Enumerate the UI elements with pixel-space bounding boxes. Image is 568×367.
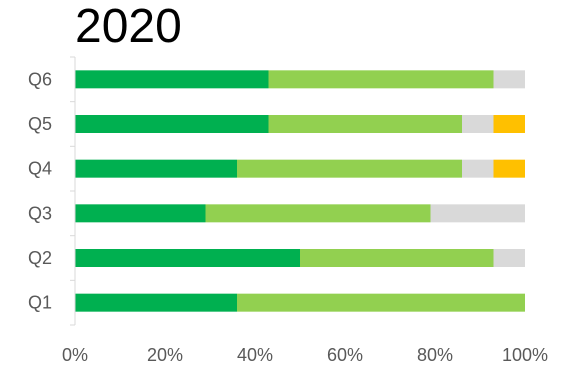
bar-q5-segment-2 [268,115,462,133]
category-label-q6: Q6 [28,69,52,89]
axis-layer [70,56,76,326]
bar-q4-segment-3 [462,159,494,178]
bar-q6-segment-2 [268,70,494,89]
bar-q1-segment-1 [75,293,237,312]
x-tick-label: 20% [147,345,183,365]
category-label-q1: Q1 [28,293,52,313]
category-labels: Q1 Q2 Q3 Q4 Q5 Q6 [28,69,52,312]
x-tick-label: 60% [327,345,363,365]
x-tick-label: 40% [237,345,273,365]
bar-q3-segment-1 [75,204,206,223]
bar-q3-segment-3 [430,204,525,223]
bars-layer [75,70,525,312]
bar-q4-segment-1 [75,159,237,178]
x-tick-labels: 0% 20% 40% 60% 80% 100% [62,345,548,365]
category-label-q4: Q4 [28,159,52,179]
bar-q6-segment-3 [493,70,525,89]
bar-q1-segment-2 [237,293,525,312]
bar-q2-segment-1 [75,249,300,267]
bar-q5-segment-3 [462,115,494,133]
category-label-q5: Q5 [28,114,52,134]
bar-q5-segment-1 [75,115,269,133]
bar-q6-segment-1 [75,70,269,89]
bar-q3-segment-2 [205,204,431,223]
bar-q4-segment-2 [237,159,462,178]
chart-title: 2020 [75,0,182,53]
x-tick-label: 100% [502,345,548,365]
bar-q5-segment-4 [493,115,525,133]
bar-q2-segment-3 [493,249,525,267]
bar-q4-segment-4 [493,159,525,178]
bar-q2-segment-2 [300,249,494,267]
x-tick-label: 0% [62,345,88,365]
category-label-q3: Q3 [28,203,52,223]
x-tick-label: 80% [417,345,453,365]
category-label-q2: Q2 [28,248,52,268]
